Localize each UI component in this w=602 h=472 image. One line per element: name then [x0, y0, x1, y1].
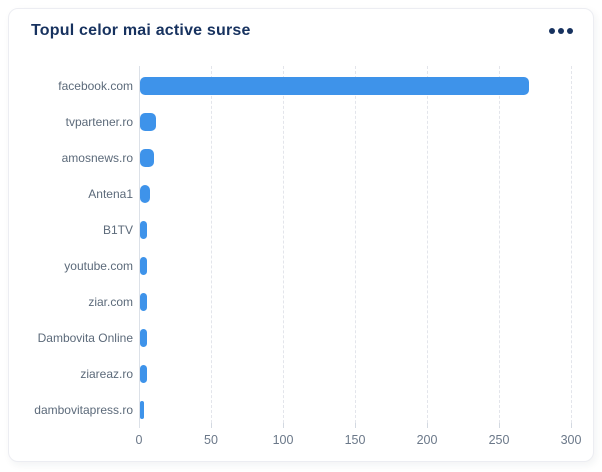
bar[interactable] [140, 149, 155, 167]
more-options-icon [558, 28, 564, 34]
bar[interactable] [140, 77, 529, 95]
grid-line [355, 66, 356, 423]
grid-line [571, 66, 572, 423]
category-label: ziareaz.ro [80, 367, 133, 381]
category-label: youtube.com [64, 259, 133, 273]
plot-area: 0 50 100 150 200 250 300 facebook.com tvpartener… [9, 9, 595, 463]
bar[interactable] [140, 401, 145, 419]
more-options-button[interactable] [543, 23, 579, 39]
x-tick-label: 250 [488, 433, 510, 447]
chart-title: Topul celor mai active surse [31, 22, 251, 39]
more-options-icon [567, 28, 573, 34]
x-tick-label: 150 [344, 433, 366, 447]
category-label: Dambovita Online [37, 331, 133, 345]
axis-tick [211, 423, 212, 428]
axis-tick [427, 423, 428, 428]
axis-tick [355, 423, 356, 428]
bar[interactable] [140, 365, 148, 383]
grid-line [427, 66, 428, 423]
category-label: B1TV [102, 223, 133, 237]
category-label: tvpartener.ro [65, 115, 133, 129]
x-tick-label: 100 [272, 433, 294, 447]
y-axis-line [139, 66, 140, 428]
bar[interactable] [140, 221, 148, 239]
grid-line [499, 66, 500, 423]
bar[interactable] [140, 257, 148, 275]
category-label: amosnews.ro [61, 151, 133, 165]
axis-tick [283, 423, 284, 428]
category-label: dambovitapress.ro [34, 403, 133, 417]
category-label: ziar.com [88, 295, 133, 309]
category-label: Antena1 [88, 187, 133, 201]
x-tick-label: 50 [204, 433, 218, 447]
bar[interactable] [140, 293, 148, 311]
x-tick-label: 0 [135, 433, 143, 447]
category-label: facebook.com [58, 79, 133, 93]
bar[interactable] [140, 113, 156, 131]
x-tick-label: 300 [560, 433, 582, 447]
grid-line [283, 66, 284, 423]
bar[interactable] [140, 185, 151, 203]
chart-card: Topul celor mai active surse 0 50 100 150 20… [8, 8, 594, 462]
grid-line [211, 66, 212, 423]
axis-tick [499, 423, 500, 428]
x-tick-label: 200 [416, 433, 438, 447]
more-options-icon [549, 28, 555, 34]
bar[interactable] [140, 329, 148, 347]
axis-tick [571, 423, 572, 428]
